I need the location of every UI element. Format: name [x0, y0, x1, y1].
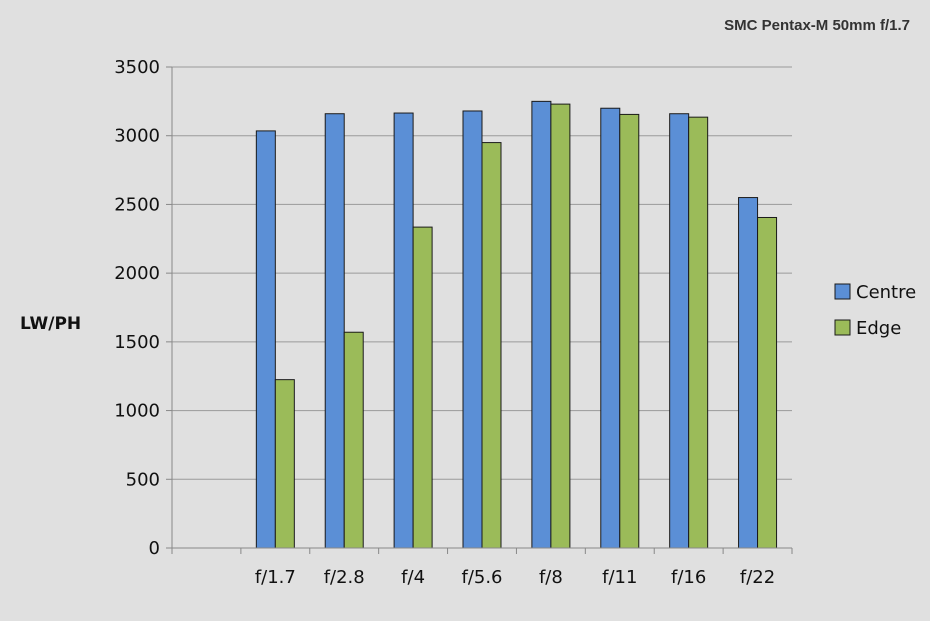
bar-centre-f22: [738, 197, 759, 549]
y-tick-label: 1500: [114, 332, 160, 353]
bar-centre-f8: [531, 100, 552, 549]
axes: [171, 67, 792, 549]
x-tick-label: f/11: [602, 567, 637, 588]
bar-edge-f8: [550, 103, 571, 549]
x-tick-label: f/5.6: [461, 567, 502, 588]
x-tick-label: f/1.7: [255, 567, 296, 588]
bar-centre-f11: [600, 107, 621, 549]
legend-swatch-centre: [834, 283, 851, 300]
y-tick-label: 500: [126, 469, 160, 490]
x-tick-label: f/22: [740, 567, 775, 588]
bar-centre-f16: [669, 113, 690, 549]
bar-edge-f17: [274, 379, 295, 549]
bar-centre-f17: [255, 130, 276, 549]
legend: Centre Edge: [834, 282, 916, 339]
bar-edge-f28: [343, 331, 364, 549]
legend-swatch-edge: [834, 319, 851, 336]
legend-label-edge: Edge: [856, 318, 901, 339]
bar-centre-f56: [462, 110, 483, 549]
x-tick-labels: f/1.7 f/2.8 f/4 f/5.6 f/8 f/11 f/16 f/22: [255, 567, 775, 588]
x-tick-label: f/16: [671, 567, 706, 588]
bar-centre-f4: [393, 112, 414, 549]
y-tick-label: 1000: [114, 401, 160, 422]
bar-edge-f11: [619, 113, 640, 549]
bar-centre-f28: [324, 113, 345, 549]
y-tick-label: 3500: [114, 57, 160, 78]
chart-title: SMC Pentax-M 50mm f/1.7: [724, 17, 910, 34]
y-tick-label: 2000: [114, 263, 160, 284]
y-tick-labels: 0 500 1000 1500 2000 2500 3000 3500: [114, 57, 160, 559]
bar-edge-f22: [757, 216, 778, 549]
x-tick-label: f/2.8: [324, 567, 365, 588]
bar-edge-f16: [688, 116, 709, 549]
x-tick-label: f/4: [401, 567, 425, 588]
legend-label-centre: Centre: [856, 282, 916, 303]
bar-edge-f56: [481, 142, 502, 549]
bar-edge-f4: [412, 226, 433, 549]
y-tick-label: 3000: [114, 126, 160, 147]
x-tick-label: f/8: [539, 567, 563, 588]
bars: [255, 100, 778, 549]
y-tick-label: 0: [149, 538, 160, 559]
y-axis-title: LW/PH: [20, 314, 81, 334]
y-tick-label: 2500: [114, 194, 160, 215]
